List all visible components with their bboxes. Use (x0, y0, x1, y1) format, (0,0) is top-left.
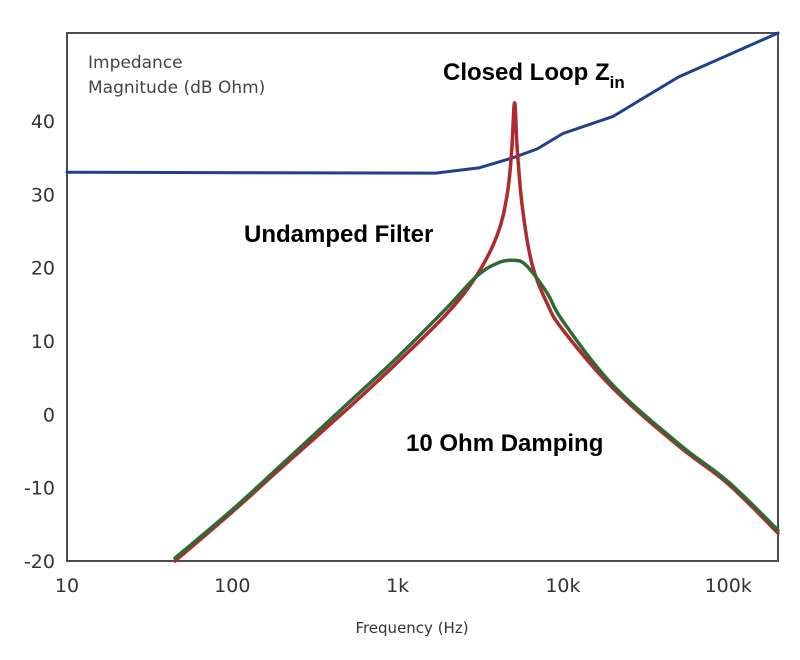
y-tick-label: -10 (24, 478, 55, 500)
annotation-closed-loop-text: Closed Loop Z (443, 59, 610, 86)
x-tick-label: 1k (386, 575, 409, 597)
y-tick-label: 30 (31, 184, 55, 206)
y-axis-label-line-2: Magnitude (dB Ohm) (88, 78, 265, 98)
series-line-10-ohm-damping (173, 258, 780, 560)
annotation-closed-loop-zin: Closed Loop Zin (443, 59, 625, 92)
x-tick-label: 100 (214, 575, 250, 597)
x-tick-label: 10 (55, 575, 79, 597)
annotation-undamped-filter: Undamped Filter (244, 221, 433, 248)
series-line-undamped-filter (173, 100, 780, 563)
annotation-closed-loop-subscript: in (610, 73, 625, 92)
y-tick-label: 0 (43, 404, 55, 426)
y-tick-label: 40 (31, 111, 55, 133)
y-axis-ticks: 40 30 20 10 0 -10 -20 (24, 111, 55, 573)
plot-frame (66, 32, 779, 562)
x-tick-label: 100k (705, 575, 752, 597)
x-axis-label: Frequency (Hz) (355, 619, 468, 637)
y-tick-label: 10 (31, 331, 55, 353)
annotation-10-ohm-damping: 10 Ohm Damping (406, 430, 603, 457)
y-tick-label: -20 (24, 551, 55, 573)
x-tick-label: 10k (545, 575, 580, 597)
y-tick-label: 20 (31, 258, 55, 280)
y-axis-label-line-1: Impedance (88, 53, 183, 73)
x-axis-ticks: 10 100 1k 10k 100k (55, 575, 752, 597)
series-line-closed-loop-z (65, 31, 780, 175)
series-lines (65, 31, 780, 563)
